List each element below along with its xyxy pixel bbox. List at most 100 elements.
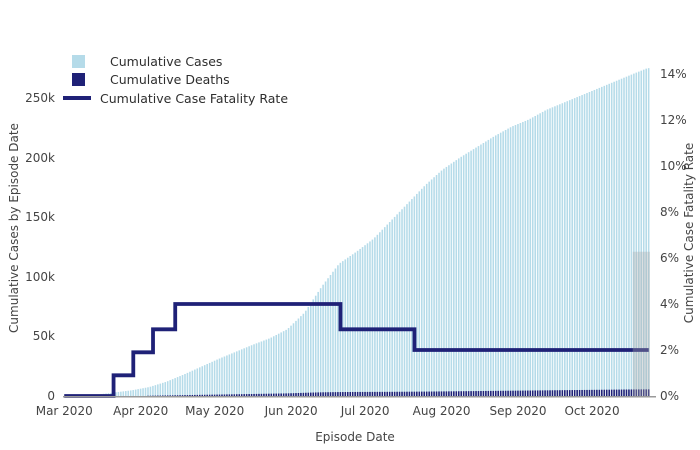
deaths-bar[interactable] [554, 390, 556, 396]
cases-bar[interactable] [159, 383, 162, 396]
cases-bar[interactable] [203, 365, 206, 396]
deaths-bar[interactable] [418, 391, 421, 396]
cases-bar[interactable] [588, 91, 591, 397]
cases-bar[interactable] [297, 318, 300, 396]
cases-bar[interactable] [379, 232, 381, 396]
deaths-bar[interactable] [364, 391, 366, 396]
deaths-bar[interactable] [213, 394, 216, 396]
cases-bar[interactable] [179, 376, 181, 396]
deaths-bar[interactable] [443, 391, 445, 396]
deaths-bar[interactable] [613, 389, 615, 396]
cases-bar[interactable] [186, 372, 189, 396]
deaths-bar[interactable] [162, 395, 164, 396]
deaths-bar[interactable] [255, 393, 258, 396]
cases-bar[interactable] [581, 95, 583, 396]
deaths-bar[interactable] [319, 392, 322, 396]
cases-bar[interactable] [319, 288, 322, 396]
cases-bar[interactable] [157, 384, 159, 396]
cases-bar[interactable] [625, 76, 628, 397]
deaths-bar[interactable] [401, 391, 403, 396]
cases-bar[interactable] [208, 362, 211, 396]
cases-bar[interactable] [248, 346, 250, 396]
cases-bar[interactable] [282, 331, 285, 396]
deaths-bar[interactable] [305, 392, 307, 396]
deaths-bar[interactable] [462, 391, 465, 396]
cases-bar[interactable] [475, 147, 477, 396]
deaths-bar[interactable] [226, 394, 228, 396]
cases-bar[interactable] [270, 337, 273, 396]
deaths-bar[interactable] [588, 389, 591, 396]
deaths-bar[interactable] [608, 389, 610, 396]
deaths-bar[interactable] [625, 389, 628, 396]
cases-bar[interactable] [477, 146, 480, 396]
deaths-bar[interactable] [307, 392, 310, 396]
deaths-bars[interactable] [147, 389, 650, 397]
cases-bar[interactable] [285, 329, 287, 396]
deaths-bar[interactable] [630, 389, 633, 396]
cases-bar[interactable] [522, 121, 524, 396]
deaths-bar[interactable] [312, 392, 315, 396]
deaths-bar[interactable] [268, 393, 270, 396]
cases-bar[interactable] [480, 144, 482, 396]
cases-bar[interactable] [181, 375, 184, 396]
deaths-bar[interactable] [265, 393, 268, 396]
cases-bar[interactable] [253, 344, 255, 396]
cases-bar[interactable] [531, 117, 534, 397]
cases-bar[interactable] [615, 80, 618, 396]
deaths-bar[interactable] [359, 391, 361, 396]
cases-bar[interactable] [317, 291, 319, 396]
cases-bar[interactable] [504, 129, 507, 396]
cases-bar[interactable] [302, 313, 305, 396]
deaths-bar[interactable] [243, 394, 245, 396]
cases-bar[interactable] [332, 271, 334, 396]
cases-bar[interactable] [635, 72, 638, 396]
cases-bar[interactable] [633, 73, 635, 397]
deaths-bar[interactable] [391, 391, 393, 396]
cases-bar[interactable] [122, 391, 125, 396]
deaths-bar[interactable] [438, 391, 440, 396]
deaths-bar[interactable] [376, 391, 379, 396]
deaths-bar[interactable] [371, 391, 374, 396]
deaths-bar[interactable] [300, 392, 302, 396]
cases-bar[interactable] [411, 199, 413, 396]
cases-bar[interactable] [211, 361, 213, 396]
deaths-bar[interactable] [647, 389, 650, 396]
cases-bar[interactable] [314, 295, 317, 396]
cases-bar[interactable] [216, 359, 218, 396]
deaths-bar[interactable] [309, 392, 312, 396]
cases-bar[interactable] [509, 127, 512, 396]
cases-bar[interactable] [472, 149, 475, 396]
cases-bar[interactable] [517, 124, 519, 396]
deaths-bar[interactable] [322, 392, 324, 396]
cases-bar[interactable] [514, 125, 517, 396]
deaths-bar[interactable] [194, 394, 196, 396]
cases-bar[interactable] [433, 177, 435, 396]
cases-bar[interactable] [398, 211, 401, 396]
cases-bar[interactable] [176, 377, 179, 396]
deaths-bar[interactable] [250, 393, 253, 396]
cases-bar[interactable] [322, 284, 324, 396]
deaths-bar[interactable] [275, 393, 278, 396]
deaths-bar[interactable] [221, 394, 223, 396]
deaths-bar[interactable] [527, 390, 529, 396]
cases-bar[interactable] [226, 355, 228, 396]
deaths-bar[interactable] [638, 389, 640, 396]
cases-bar[interactable] [184, 373, 186, 396]
deaths-bar[interactable] [339, 392, 342, 396]
cases-bar[interactable] [610, 82, 613, 397]
deaths-bar[interactable] [433, 391, 435, 397]
plot-area[interactable] [63, 30, 656, 399]
deaths-bar[interactable] [186, 395, 189, 396]
deaths-bar[interactable] [534, 390, 536, 396]
cases-bar[interactable] [139, 388, 142, 396]
cases-bar[interactable] [228, 354, 231, 396]
cases-bar[interactable] [391, 219, 393, 396]
cases-bar[interactable] [645, 68, 647, 397]
deaths-bar[interactable] [302, 392, 305, 396]
cases-bar[interactable] [334, 268, 337, 396]
deaths-bar[interactable] [314, 392, 317, 396]
cases-bar[interactable] [445, 166, 448, 396]
deaths-bar[interactable] [502, 390, 504, 396]
cases-bar[interactable] [268, 338, 270, 396]
deaths-bar[interactable] [420, 391, 423, 396]
